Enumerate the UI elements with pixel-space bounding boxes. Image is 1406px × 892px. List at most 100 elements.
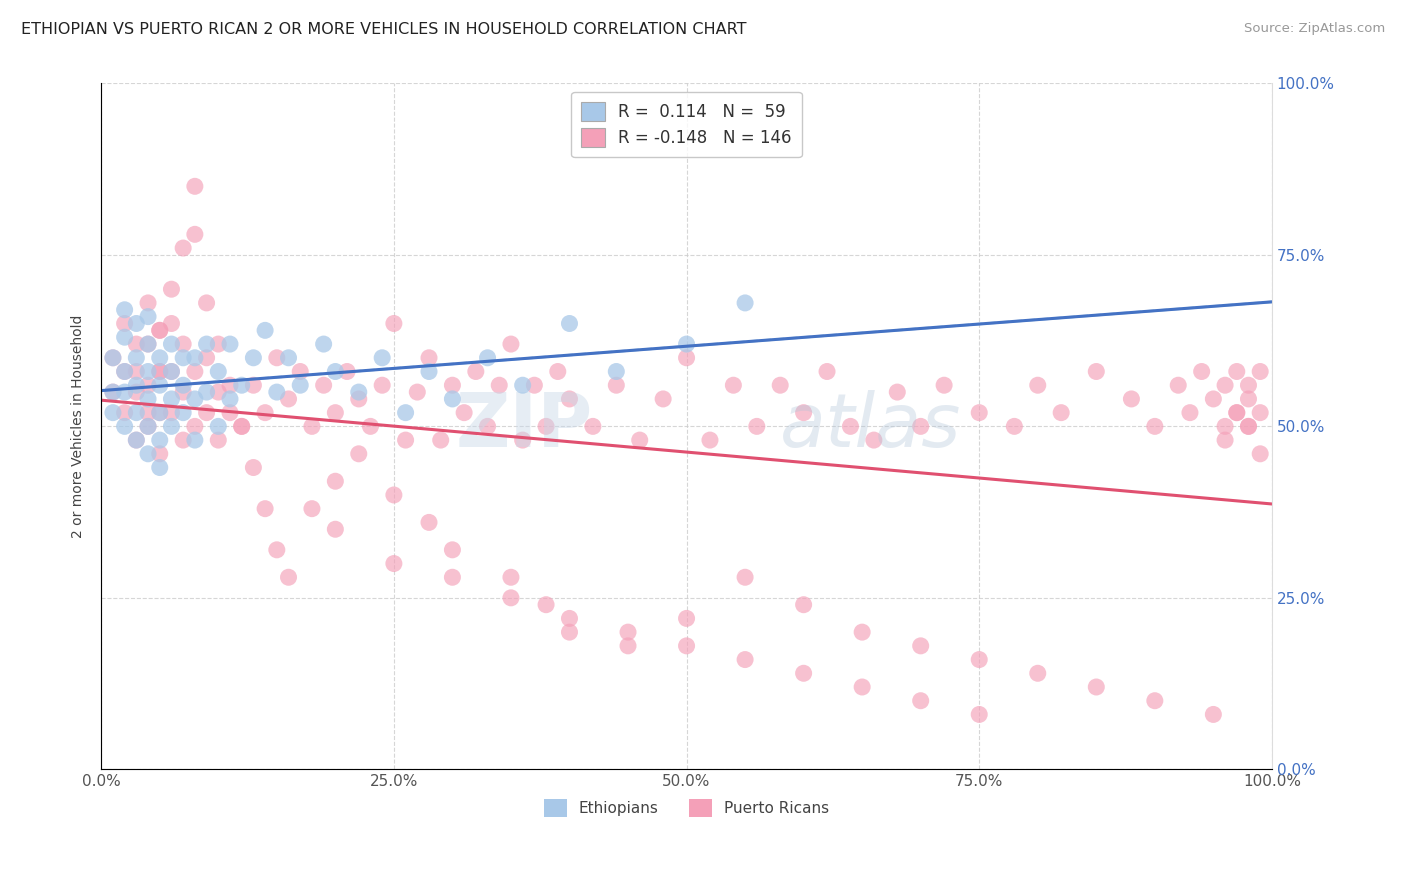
Point <box>149 406 172 420</box>
Point <box>745 419 768 434</box>
Point <box>136 392 159 406</box>
Point <box>382 488 405 502</box>
Point <box>172 378 194 392</box>
Point <box>815 364 838 378</box>
Point <box>1237 392 1260 406</box>
Point <box>114 302 136 317</box>
Point <box>1167 378 1189 392</box>
Point <box>558 611 581 625</box>
Point <box>839 419 862 434</box>
Point <box>136 419 159 434</box>
Text: atlas: atlas <box>780 391 962 462</box>
Point <box>207 419 229 434</box>
Point <box>793 666 815 681</box>
Y-axis label: 2 or more Vehicles in Household: 2 or more Vehicles in Household <box>72 315 86 538</box>
Point <box>734 570 756 584</box>
Point <box>149 460 172 475</box>
Point <box>371 378 394 392</box>
Point <box>172 337 194 351</box>
Point <box>195 337 218 351</box>
Point <box>534 598 557 612</box>
Point <box>605 378 627 392</box>
Point <box>184 179 207 194</box>
Point <box>1237 419 1260 434</box>
Point <box>336 364 359 378</box>
Point <box>325 475 347 489</box>
Point <box>464 364 486 378</box>
Point <box>441 392 464 406</box>
Point <box>114 385 136 400</box>
Point <box>488 378 510 392</box>
Point <box>125 364 148 378</box>
Point <box>851 625 873 640</box>
Point <box>699 433 721 447</box>
Point <box>886 385 908 400</box>
Point <box>136 378 159 392</box>
Point <box>359 419 381 434</box>
Point <box>1121 392 1143 406</box>
Point <box>325 406 347 420</box>
Point <box>1026 378 1049 392</box>
Point <box>1226 364 1249 378</box>
Point <box>184 419 207 434</box>
Point <box>441 378 464 392</box>
Point <box>863 433 886 447</box>
Point <box>558 317 581 331</box>
Point <box>136 296 159 310</box>
Text: ZIP: ZIP <box>456 390 593 463</box>
Point <box>136 337 159 351</box>
Point <box>101 351 124 365</box>
Point <box>1050 406 1073 420</box>
Point <box>172 351 194 365</box>
Point <box>219 406 242 420</box>
Point <box>371 351 394 365</box>
Point <box>195 385 218 400</box>
Point <box>195 351 218 365</box>
Point <box>125 317 148 331</box>
Point <box>1213 419 1236 434</box>
Point <box>207 385 229 400</box>
Point <box>512 378 534 392</box>
Point <box>101 406 124 420</box>
Point <box>266 351 288 365</box>
Point <box>184 364 207 378</box>
Point <box>254 406 277 420</box>
Point <box>1202 392 1225 406</box>
Point <box>184 433 207 447</box>
Point <box>254 323 277 337</box>
Point <box>441 542 464 557</box>
Point <box>231 378 253 392</box>
Point <box>160 364 183 378</box>
Point <box>277 351 299 365</box>
Point <box>114 364 136 378</box>
Point <box>628 433 651 447</box>
Point <box>242 378 264 392</box>
Point <box>1249 406 1271 420</box>
Point <box>149 323 172 337</box>
Point <box>136 447 159 461</box>
Point <box>675 639 697 653</box>
Point <box>499 570 522 584</box>
Point <box>1191 364 1213 378</box>
Point <box>149 323 172 337</box>
Point <box>207 433 229 447</box>
Point <box>136 419 159 434</box>
Point <box>149 364 172 378</box>
Point <box>1178 406 1201 420</box>
Point <box>1226 406 1249 420</box>
Point <box>1226 406 1249 420</box>
Point <box>477 419 499 434</box>
Point <box>114 330 136 344</box>
Point <box>558 392 581 406</box>
Point <box>266 542 288 557</box>
Point <box>382 317 405 331</box>
Point <box>114 317 136 331</box>
Text: Source: ZipAtlas.com: Source: ZipAtlas.com <box>1244 22 1385 36</box>
Point <box>441 570 464 584</box>
Point <box>1143 694 1166 708</box>
Point <box>277 570 299 584</box>
Point <box>429 433 451 447</box>
Point <box>184 227 207 242</box>
Point <box>394 433 416 447</box>
Point <box>101 351 124 365</box>
